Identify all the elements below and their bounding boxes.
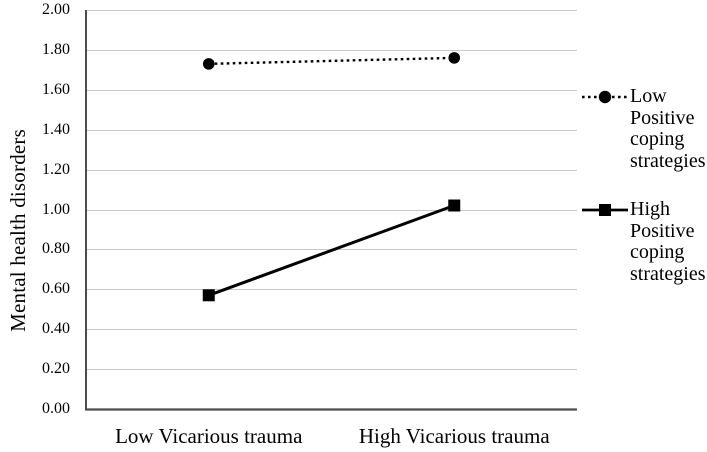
- legend-label-line: Positive: [630, 106, 695, 129]
- legend-entry: Low Positive coping strategies: [582, 85, 707, 172]
- legend-label-line: coping: [630, 128, 685, 150]
- legend-label-line: strategies: [630, 262, 706, 285]
- legend-label-line: strategies: [630, 149, 706, 172]
- legend: Low Positive coping strategies High Positive c…: [582, 85, 707, 312]
- series-line-dotted: [208, 56, 455, 66]
- legend-dotted-circle-icon: [582, 86, 628, 108]
- legend-entry-label: High Positive coping strategies: [630, 198, 706, 285]
- y-axis-tick-label: 1.80: [42, 40, 70, 58]
- y-axis-title: Mental health disorders: [5, 128, 30, 332]
- y-axis-tick-label: 2.00: [42, 1, 70, 18]
- legend-entry-label: Low Positive coping strategies: [630, 85, 706, 172]
- legend-label-line: Positive: [630, 219, 695, 242]
- y-axis-tick-label: 1.20: [42, 160, 70, 178]
- x-axis-category-label: High Vicarious trauma: [358, 424, 550, 448]
- data-point-square-marker: [202, 289, 215, 302]
- y-axis-tick-label: 0.60: [42, 280, 70, 298]
- x-axis-category-label: Low Vicarious trauma: [115, 424, 303, 448]
- y-axis-tick-label: 1.40: [42, 120, 70, 138]
- y-axis-tick-label: 0.40: [42, 320, 70, 338]
- y-axis-tick-label: 0.00: [42, 400, 70, 417]
- data-point-circle-marker: [448, 52, 461, 64]
- data-point-square-marker: [448, 199, 461, 212]
- y-axis-tick-label: 1.00: [42, 200, 70, 218]
- legend-solid-square-icon: [582, 199, 628, 221]
- y-axis-tick-label: 0.80: [42, 240, 70, 258]
- legend-label-line: Low: [630, 85, 667, 107]
- data-point-circle-marker: [202, 58, 215, 70]
- legend-entry: High Positive coping strategies: [582, 198, 707, 285]
- series-line-solid: [208, 204, 455, 297]
- y-axis-tick-label: 1.60: [42, 80, 70, 98]
- legend-label-line: High: [630, 198, 670, 220]
- y-axis-tick-label: 0.20: [42, 360, 70, 378]
- legend-label-line: coping: [630, 241, 685, 263]
